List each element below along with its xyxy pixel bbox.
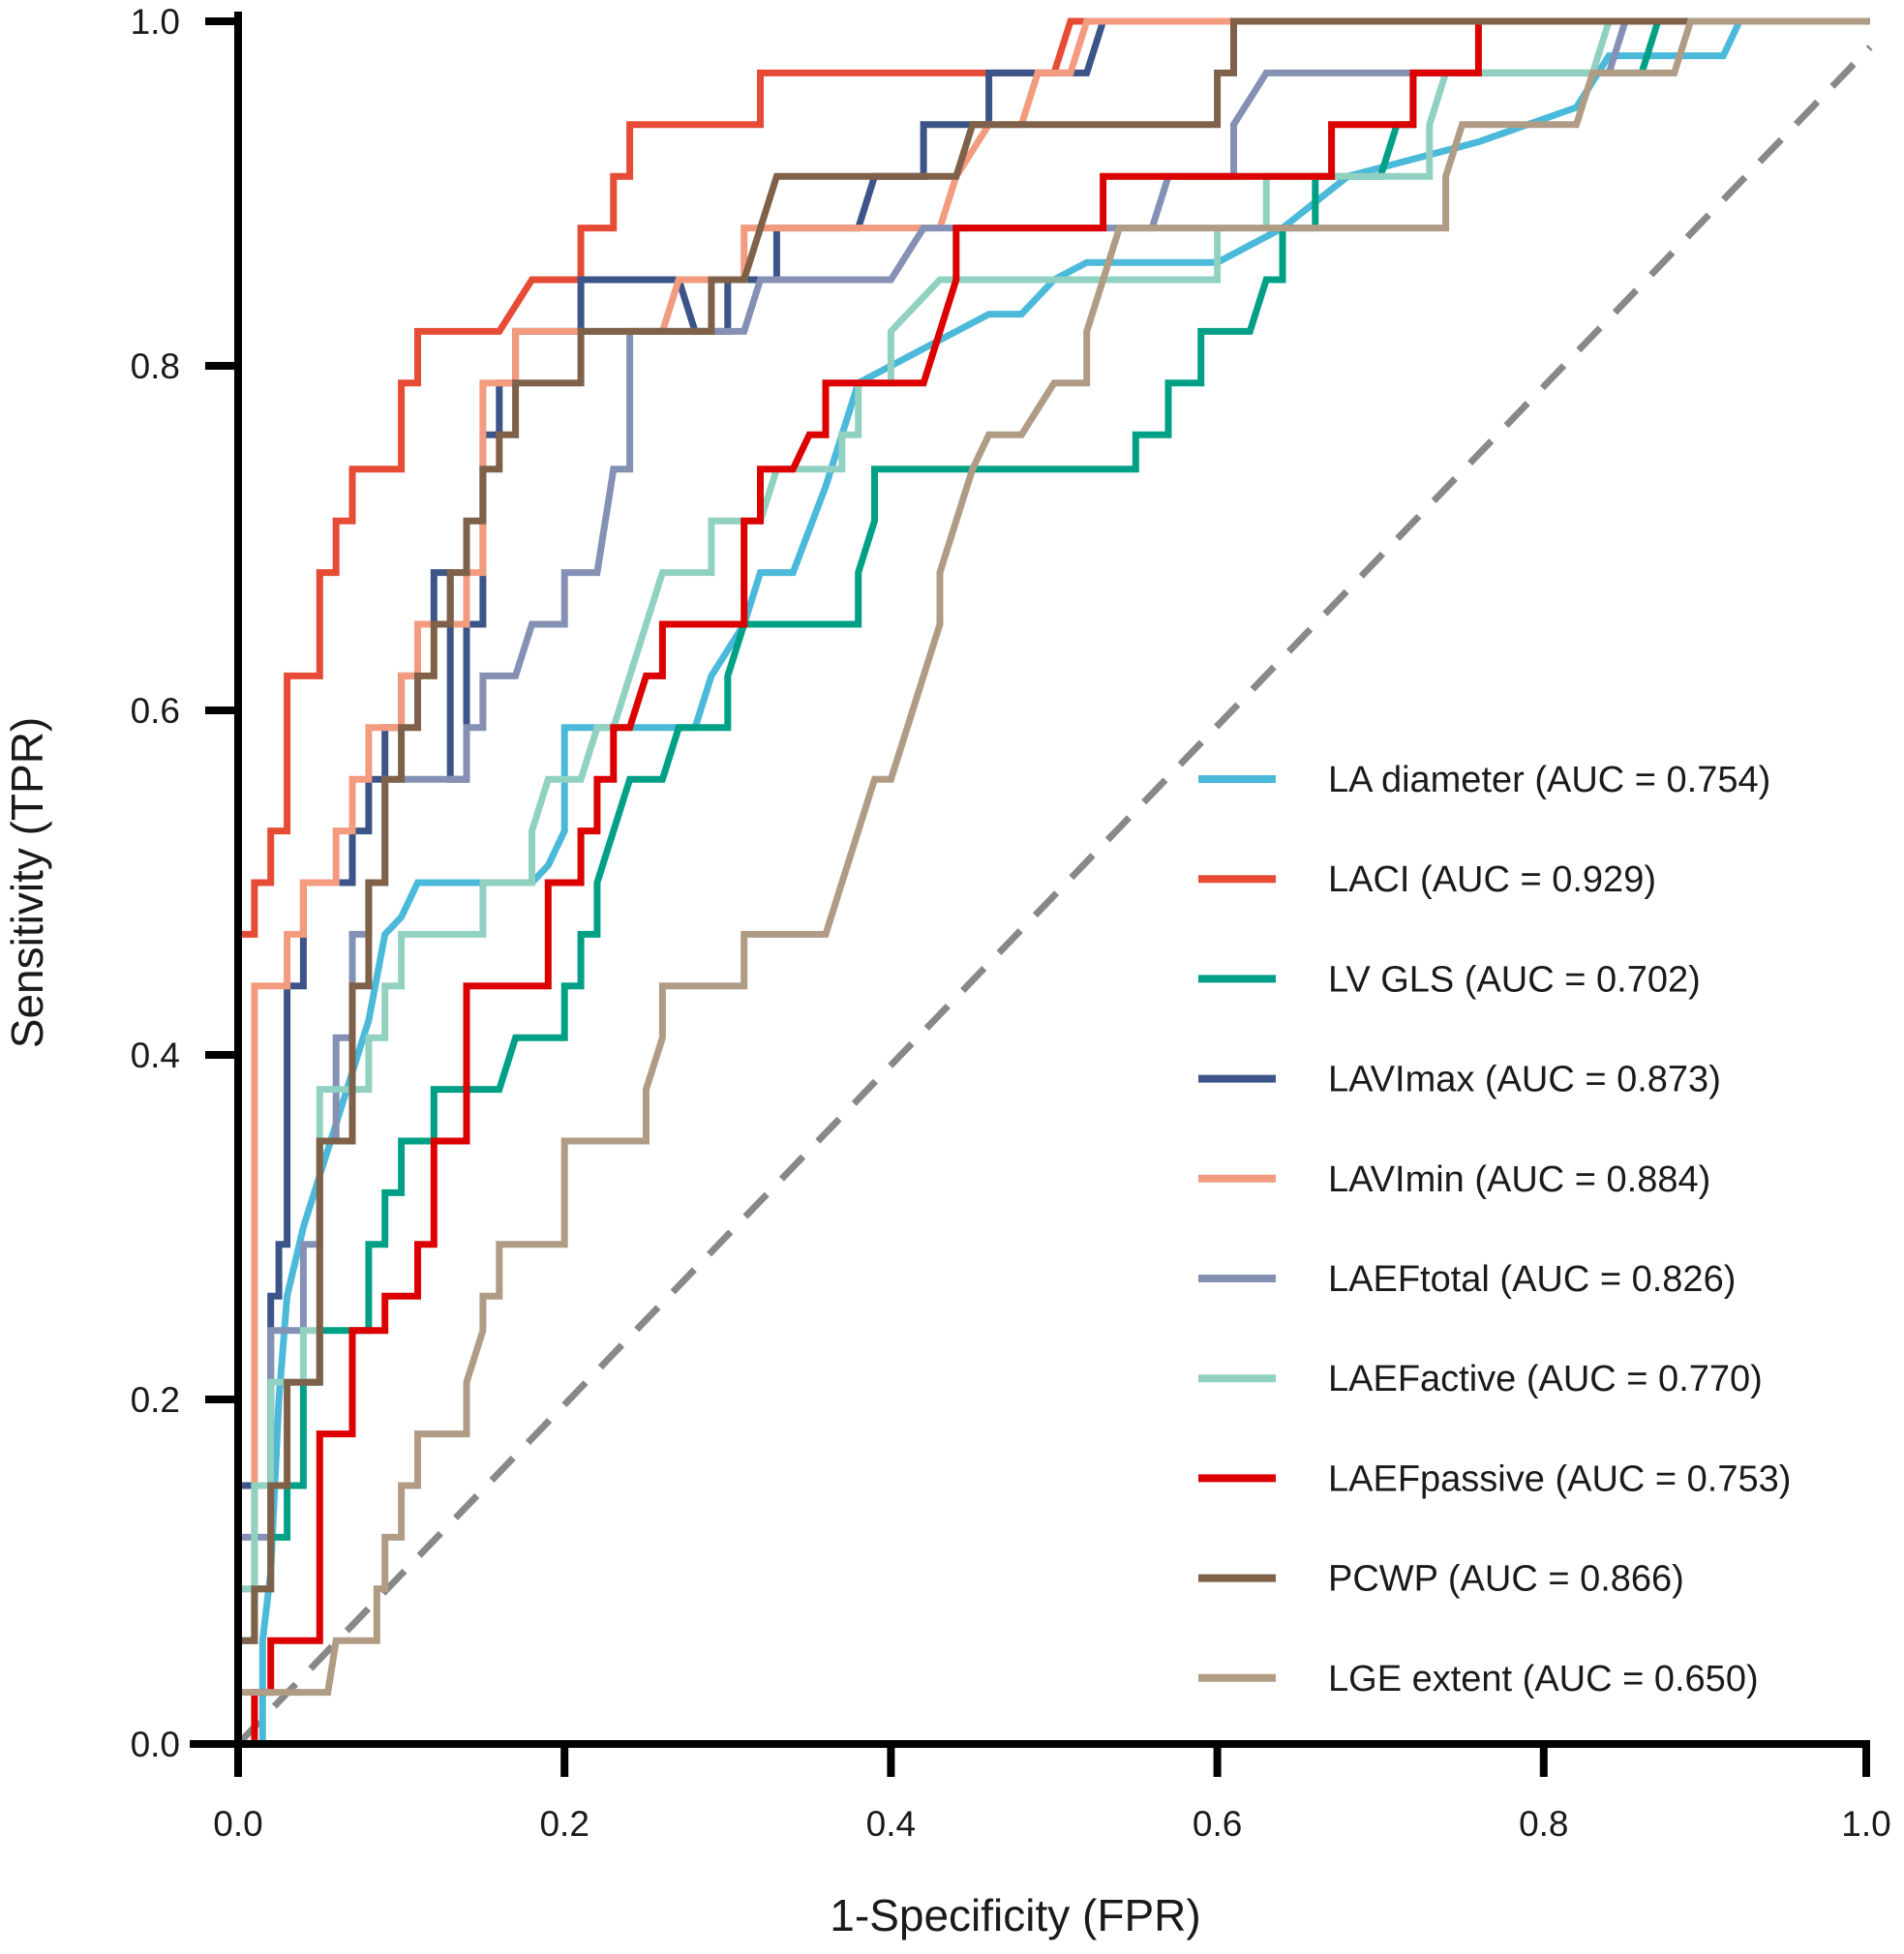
- legend-label-9: LGE extent (AUC = 0.650): [1328, 1659, 1759, 1699]
- y-tick-label-5: 1.0: [131, 2, 180, 42]
- roc-curve-8: [234, 17, 1870, 1744]
- curves-layer: [234, 17, 1873, 1747]
- roc-curve-1: [234, 17, 1870, 1744]
- legend-label-2: LV GLS (AUC = 0.702): [1328, 959, 1701, 1000]
- x-tick-label-5: 1.0: [1841, 1804, 1890, 1844]
- legend-label-0: LA diameter (AUC = 0.754): [1328, 760, 1770, 800]
- y-tick-label-1: 0.2: [131, 1380, 180, 1420]
- legend-label-3: LAVImax (AUC = 0.873): [1328, 1060, 1721, 1100]
- legend-label-1: LACI (AUC = 0.929): [1328, 859, 1656, 900]
- y-tick-label-2: 0.4: [131, 1036, 180, 1075]
- legend-label-6: LAEFactive (AUC = 0.770): [1328, 1359, 1763, 1399]
- legend-label-4: LAVImin (AUC = 0.884): [1328, 1159, 1710, 1200]
- roc-curve-0: [258, 17, 1870, 1744]
- legend: LA diameter (AUC = 0.754) LACI (AUC = 0.9…: [1198, 760, 1791, 1699]
- legend-label-8: PCWP (AUC = 0.866): [1328, 1559, 1684, 1600]
- x-tick-label-4: 0.8: [1519, 1804, 1568, 1844]
- roc-curve-7: [251, 17, 1870, 1744]
- legend-label-7: LAEFpassive (AUC = 0.753): [1328, 1458, 1791, 1499]
- roc-curve-9: [234, 17, 1870, 1744]
- y-tick-label-4: 0.8: [131, 346, 180, 386]
- x-tick-label-3: 0.6: [1193, 1804, 1242, 1844]
- roc-curve-4: [234, 17, 1870, 1744]
- x-tick-label-2: 0.4: [866, 1804, 916, 1844]
- x-axis-label: 1-Specificity (FPR): [830, 1890, 1200, 1940]
- y-tick-label-0: 0.0: [131, 1725, 180, 1764]
- y-axis-label: Sensitivity (TPR): [2, 717, 52, 1048]
- reference-diagonal-line: [235, 45, 1873, 1747]
- x-tick-label-1: 0.2: [539, 1804, 589, 1844]
- x-tick-label-0: 0.0: [213, 1804, 262, 1844]
- y-tick-label-3: 0.6: [131, 691, 180, 731]
- legend-label-5: LAEFtotal (AUC = 0.826): [1328, 1259, 1736, 1300]
